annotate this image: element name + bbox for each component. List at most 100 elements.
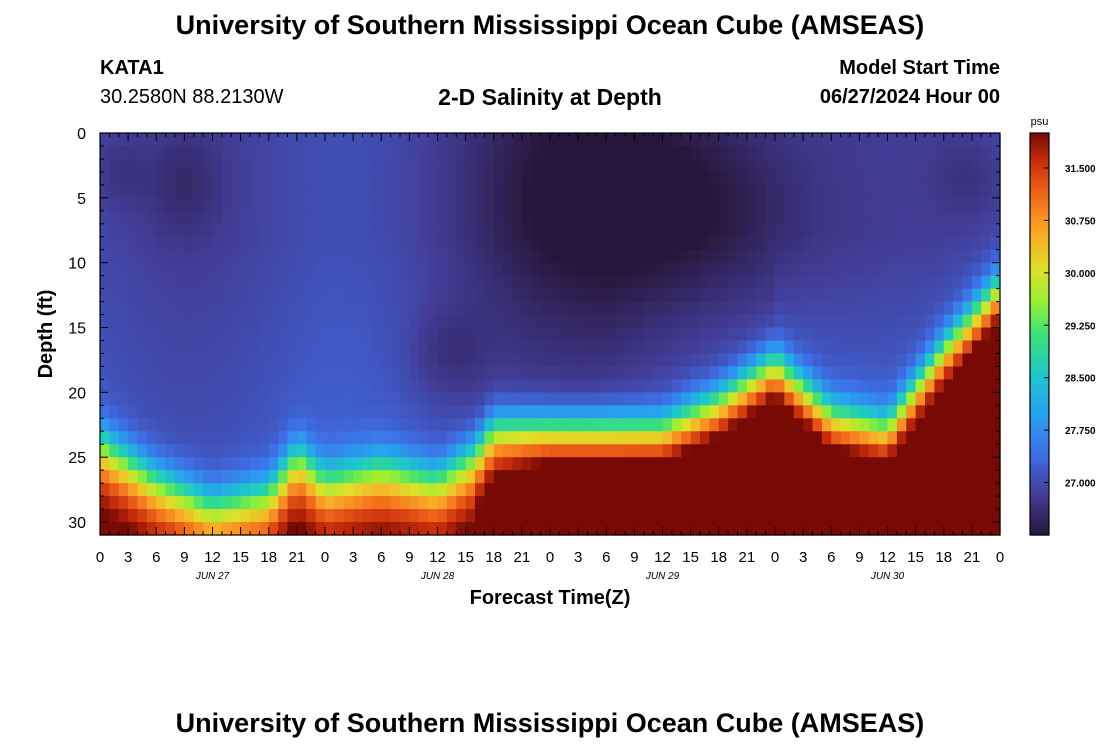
heatmap-cell (671, 197, 682, 212)
heatmap-cell (662, 301, 673, 316)
heatmap-cell (146, 133, 157, 147)
heatmap-cell (934, 483, 945, 497)
heatmap-cell (775, 314, 785, 329)
heatmap-cell (840, 236, 851, 251)
x-tick-label: 9 (405, 549, 413, 566)
heatmap-cell (662, 509, 673, 523)
heatmap-cell (671, 262, 682, 277)
heatmap-cell (943, 379, 954, 393)
heatmap-cell (690, 444, 701, 458)
heatmap-cell (615, 392, 626, 406)
heatmap-cell (971, 288, 982, 303)
heatmap-cell (840, 145, 851, 160)
heatmap-cell (175, 483, 185, 497)
heatmap-cell (296, 522, 307, 536)
heatmap-cell (456, 275, 467, 290)
heatmap-cell (840, 418, 851, 432)
heatmap-cell (840, 509, 851, 523)
heatmap-cell (475, 301, 485, 316)
heatmap-cell (240, 210, 251, 225)
heatmap-cell (203, 158, 214, 173)
heatmap-cell (718, 392, 729, 406)
colorbar-segment (1030, 447, 1049, 452)
heatmap-cell (625, 418, 635, 432)
heatmap-cell (540, 509, 551, 523)
heatmap-cell (671, 314, 682, 329)
heatmap-cell (296, 444, 307, 458)
heatmap-cell (193, 509, 204, 523)
heatmap-cell (390, 223, 401, 238)
heatmap-cell (296, 340, 307, 355)
heatmap-cell (221, 262, 232, 277)
heatmap-cell (971, 197, 982, 212)
heatmap-cell (503, 379, 514, 393)
heatmap-cell (165, 197, 176, 212)
heatmap-cell (146, 288, 157, 303)
heatmap-cell (896, 353, 907, 368)
colorbar-segment (1030, 461, 1049, 466)
heatmap-cell (212, 444, 223, 458)
heatmap-cell (109, 210, 120, 225)
heatmap-cell (821, 275, 832, 290)
heatmap-cell (240, 301, 251, 316)
heatmap-cell (428, 418, 439, 432)
heatmap-cell (287, 405, 298, 419)
heatmap-cell (353, 158, 364, 173)
heatmap-cell (990, 353, 1001, 368)
heatmap-cell (840, 249, 851, 264)
heatmap-cell (531, 522, 542, 536)
heatmap-cell (756, 262, 767, 277)
heatmap-cell (418, 223, 429, 238)
heatmap-cell (596, 366, 607, 380)
heatmap-cell (671, 275, 682, 290)
heatmap-cell (203, 509, 214, 523)
heatmap-cell (981, 353, 992, 368)
heatmap-cell (109, 145, 120, 160)
heatmap-cell (334, 392, 345, 406)
heatmap-cell (306, 301, 317, 316)
colorbar-segment (1030, 464, 1049, 469)
heatmap-cell (203, 366, 214, 380)
heatmap-cell (878, 431, 889, 445)
heatmap-cell (231, 327, 242, 342)
heatmap-cell (118, 522, 129, 536)
heatmap-cell (953, 171, 964, 186)
heatmap-cell (175, 197, 185, 212)
heatmap-cell (381, 483, 392, 497)
heatmap-cell (840, 405, 851, 419)
heatmap-cell (915, 301, 926, 316)
heatmap-cell (118, 197, 129, 212)
heatmap-cell (596, 145, 607, 160)
heatmap-cell (465, 379, 476, 393)
heatmap-cell (709, 236, 720, 251)
heatmap-cell (746, 158, 757, 173)
heatmap-cell (775, 496, 785, 510)
heatmap-cell (728, 184, 739, 199)
heatmap-cell (512, 483, 523, 497)
heatmap-cell (484, 522, 495, 536)
heatmap-cell (728, 496, 739, 510)
heatmap-cell (737, 275, 748, 290)
heatmap-cell (775, 418, 785, 432)
heatmap-cell (906, 483, 917, 497)
heatmap-cell (446, 418, 457, 432)
heatmap-cell (156, 314, 167, 329)
heatmap-cell (325, 223, 335, 238)
heatmap-cell (400, 197, 410, 212)
heatmap-cell (634, 249, 645, 264)
heatmap-cell (484, 197, 495, 212)
heatmap-cell (971, 262, 982, 277)
heatmap-cell (878, 418, 889, 432)
heatmap-cell (484, 366, 495, 380)
heatmap-cell (250, 457, 260, 471)
heatmap-cell (165, 314, 176, 329)
heatmap-cell (765, 496, 776, 510)
heatmap-cell (493, 275, 504, 290)
heatmap-cell (906, 457, 917, 471)
heatmap-cell (765, 249, 776, 264)
heatmap-cell (709, 379, 720, 393)
heatmap-cell (343, 275, 354, 290)
heatmap-cell (887, 340, 898, 355)
heatmap-cell (400, 405, 410, 419)
heatmap-cell (400, 262, 410, 277)
